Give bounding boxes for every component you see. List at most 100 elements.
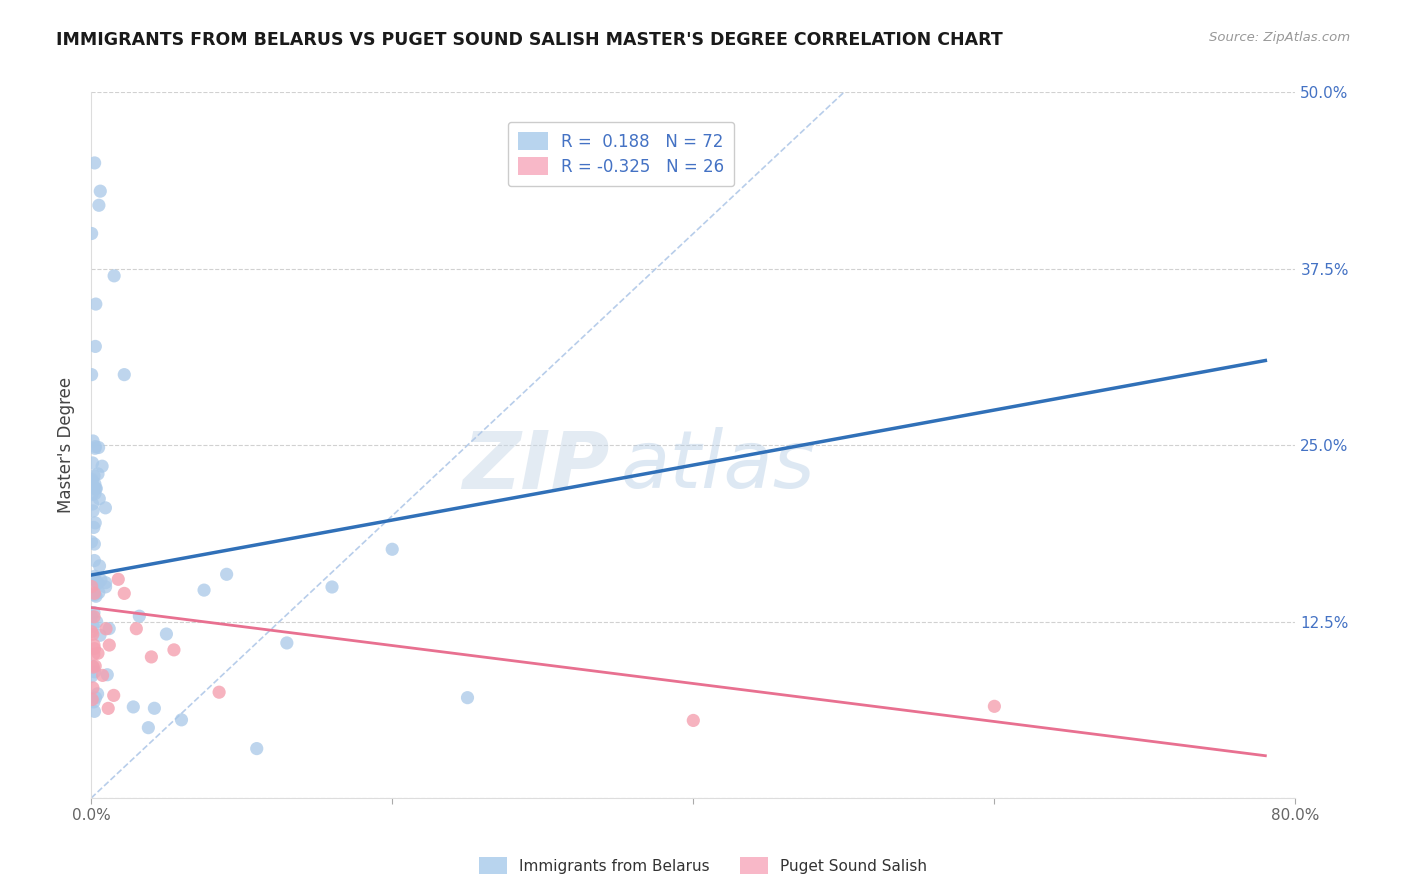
Point (83, 704, 105, 718)
Point (141, 649, 163, 664)
Point (83, 586, 105, 600)
Point (83, 480, 105, 494)
Point (80, 488, 103, 502)
Point (80, 624, 103, 639)
Point (103, 268, 125, 283)
Point (80, 580, 103, 594)
Point (246, 741, 269, 756)
Point (83, 588, 105, 602)
Text: Source: ZipAtlas.com: Source: ZipAtlas.com (1209, 31, 1350, 45)
Point (80, 534, 103, 549)
Point (84, 440, 107, 454)
Point (82, 572, 104, 586)
Point (83, 520, 105, 534)
Text: ZIP: ZIP (461, 427, 609, 506)
Point (84, 297, 107, 311)
Point (128, 609, 150, 624)
Point (98, 638, 121, 652)
Point (83, 468, 105, 483)
Point (89, 184, 111, 198)
Point (83, 156, 105, 170)
Point (82, 681, 104, 695)
Point (122, 700, 145, 714)
Point (90, 573, 112, 587)
Point (82, 660, 104, 674)
Point (80, 669, 103, 683)
Point (89, 491, 111, 506)
Point (83, 537, 105, 551)
Point (84, 486, 107, 500)
Legend: Immigrants from Belarus, Puget Sound Salish: Immigrants from Belarus, Puget Sound Sal… (472, 851, 934, 880)
Point (215, 567, 238, 582)
Point (83, 477, 105, 491)
Point (80, 368, 103, 382)
Point (94, 580, 117, 594)
Point (98, 622, 121, 636)
Point (83, 638, 105, 652)
Point (84, 482, 107, 496)
Point (84, 659, 107, 673)
Point (103, 689, 125, 703)
Point (83, 641, 105, 656)
Point (80, 609, 103, 624)
Point (112, 368, 135, 382)
Point (87, 441, 110, 455)
Point (82, 497, 104, 511)
Y-axis label: Master's Degree: Master's Degree (58, 377, 75, 513)
Point (381, 542, 404, 557)
Point (983, 699, 1005, 714)
Point (83, 606, 105, 620)
Point (84, 589, 107, 603)
Point (80, 473, 103, 487)
Point (321, 580, 343, 594)
Point (83, 695, 105, 709)
Point (155, 627, 177, 641)
Point (96, 667, 118, 681)
Point (89, 558, 111, 573)
Point (125, 622, 148, 636)
Point (82, 475, 104, 489)
Point (91, 459, 114, 474)
Point (87, 467, 110, 481)
Point (83, 609, 105, 624)
Point (87, 576, 110, 591)
Point (84, 482, 107, 496)
Point (170, 713, 193, 727)
Point (84, 516, 107, 530)
Point (276, 636, 298, 650)
Point (94, 500, 117, 515)
Text: atlas: atlas (621, 427, 815, 506)
Point (82, 504, 104, 518)
Point (82, 456, 104, 470)
Point (107, 572, 129, 586)
Point (91, 668, 114, 682)
Point (80, 227, 103, 241)
Point (457, 690, 479, 705)
Point (143, 701, 166, 715)
Legend: R =  0.188   N = 72, R = -0.325   N = 26: R = 0.188 N = 72, R = -0.325 N = 26 (508, 122, 734, 186)
Point (87, 646, 110, 660)
Point (82, 692, 104, 706)
Point (84, 442, 107, 456)
Point (86, 575, 108, 590)
Point (112, 586, 135, 600)
Text: IMMIGRANTS FROM BELARUS VS PUGET SOUND SALISH MASTER'S DEGREE CORRELATION CHART: IMMIGRANTS FROM BELARUS VS PUGET SOUND S… (56, 31, 1002, 49)
Point (82, 619, 104, 633)
Point (163, 643, 186, 657)
Point (193, 583, 215, 598)
Point (83, 553, 105, 567)
Point (89, 628, 111, 642)
Point (83, 569, 105, 583)
Point (86, 687, 108, 701)
Point (82, 659, 104, 673)
Point (83, 665, 105, 679)
Point (84, 690, 107, 705)
Point (94, 622, 117, 636)
Point (82, 627, 104, 641)
Point (82, 434, 104, 448)
Point (682, 714, 704, 728)
Point (208, 685, 231, 699)
Point (83, 648, 105, 662)
Point (138, 721, 160, 735)
Point (94, 575, 117, 590)
